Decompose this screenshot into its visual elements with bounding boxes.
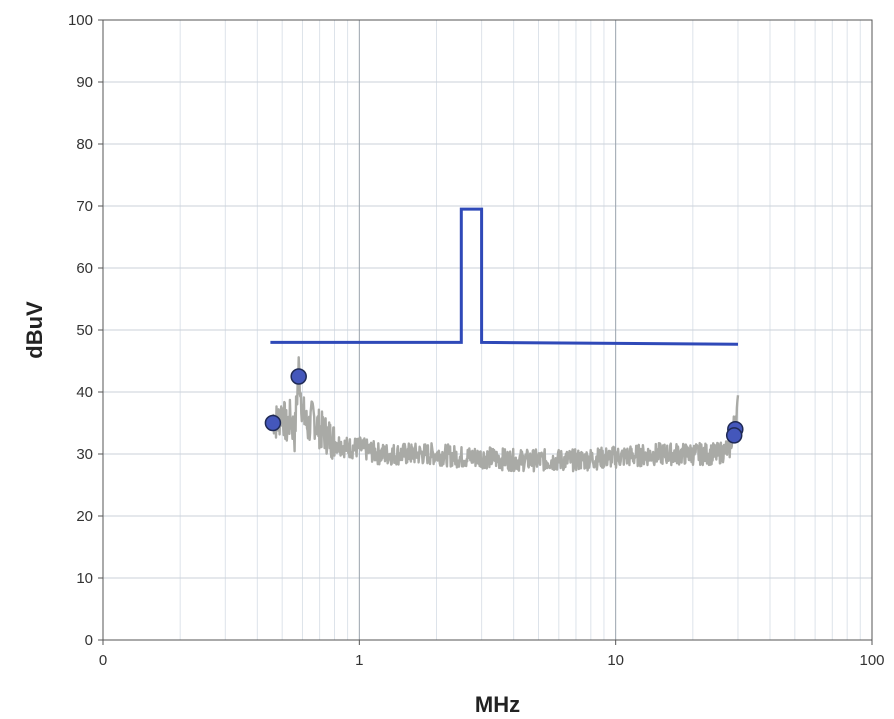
y-tick-label: 90 — [76, 74, 93, 91]
x-axis-title: MHz — [475, 692, 520, 717]
y-tick-label: 100 — [68, 12, 93, 29]
y-tick-label: 40 — [76, 384, 93, 401]
noise-trace-line — [271, 356, 740, 473]
series-layer — [264, 207, 744, 473]
y-tick-label: 10 — [76, 570, 93, 587]
x-tick-label: 1 — [355, 652, 363, 669]
peak-marker — [725, 427, 743, 444]
y-tick-label: 60 — [76, 260, 93, 277]
y-tick-label: 80 — [76, 136, 93, 153]
y-axis-ticks: 0 10 20 30 40 50 60 70 80 90 100 — [68, 12, 103, 649]
x-tick-label: 100 — [859, 652, 884, 669]
x-tick-label: 10 — [607, 652, 624, 669]
major-grid — [102, 19, 873, 641]
y-axis-title: dBuV — [22, 301, 47, 359]
limit-line — [270, 207, 739, 346]
y-tick-label: 70 — [76, 198, 93, 215]
peak-marker — [290, 368, 307, 385]
y-tick-label: 50 — [76, 322, 93, 339]
peak-marker — [264, 414, 282, 432]
y-tick-label: 20 — [76, 508, 93, 525]
x-axis-ticks: 0 1 10 100 — [99, 640, 885, 669]
y-tick-label: 0 — [85, 632, 93, 649]
x-tick-label: 0 — [99, 652, 107, 669]
y-tick-label: 30 — [76, 446, 93, 463]
